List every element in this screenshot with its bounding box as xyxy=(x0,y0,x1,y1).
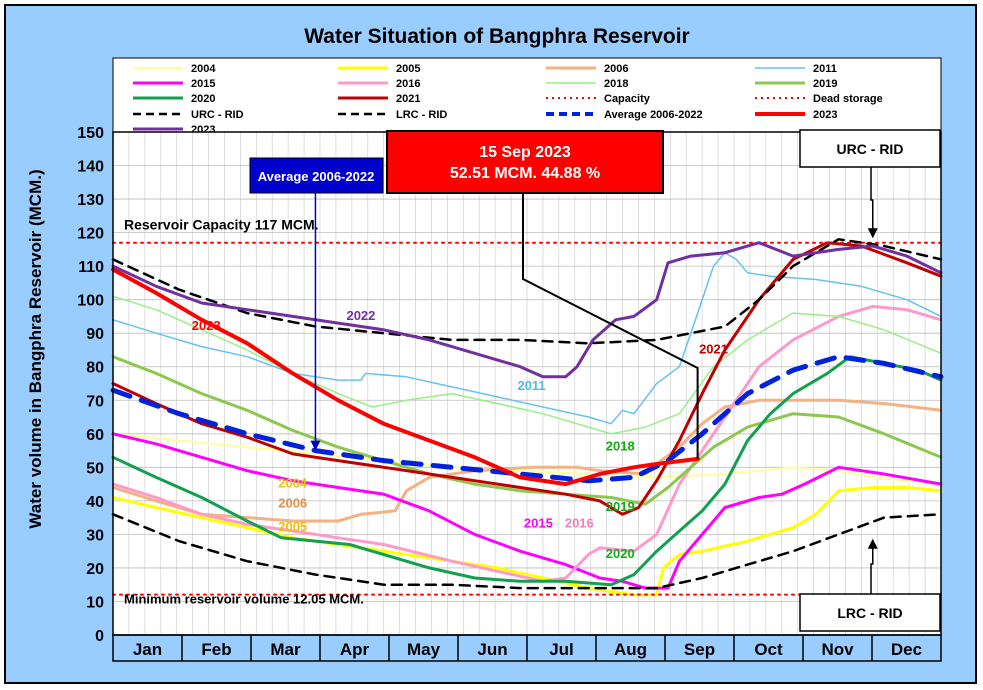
chart-title: Water Situation of Bangphra Reservoir xyxy=(304,25,689,48)
lrc-callout-text: LRC - RID xyxy=(837,605,902,621)
y-tick-label: 40 xyxy=(86,494,104,511)
y-tick-label: 90 xyxy=(86,326,104,343)
series-label-2022: 2022 xyxy=(346,308,375,323)
legend-label-dead-storage: Dead storage xyxy=(813,93,883,105)
y-tick-label: 0 xyxy=(95,628,104,645)
series-label-2019: 2019 xyxy=(606,499,635,514)
series-label-2016: 2016 xyxy=(565,516,594,531)
x-tick-label-aug: Aug xyxy=(614,640,647,659)
y-tick-label: 80 xyxy=(86,360,104,377)
legend: 2004 2005 2006 2011 2015 2016 2018 2019 2020 2021… xyxy=(112,57,942,136)
urc-callout-text: URC - RID xyxy=(837,141,904,157)
legend-label-lrc-rid: LRC - RID xyxy=(396,109,447,121)
average-callout-arrowhead xyxy=(310,440,321,451)
x-tick-label-feb: Feb xyxy=(201,640,231,659)
x-tick-label-jun: Jun xyxy=(477,640,507,659)
series-line-2022 xyxy=(111,241,943,379)
series-line-2015 xyxy=(111,432,943,590)
current-value-text: 52.51 MCM. 44.88 % xyxy=(450,165,600,182)
y-tick-label: 10 xyxy=(86,594,104,611)
series-label-2020: 2020 xyxy=(606,546,635,561)
series-line-2018 xyxy=(112,295,942,435)
x-tick-label-apr: Apr xyxy=(340,640,370,659)
average-callout-box xyxy=(249,157,384,194)
y-tick-label: 110 xyxy=(78,259,104,276)
y-tick-label: 20 xyxy=(86,561,104,578)
series-line-average-2006-2022 xyxy=(110,354,944,484)
capacity-annotation: Reservoir Capacity 117 MCM. xyxy=(124,217,319,233)
legend-label-2011: 2011 xyxy=(813,63,837,75)
series-label-2015: 2015 xyxy=(524,516,553,531)
x-tick-label-dec: Dec xyxy=(891,640,922,659)
y-tick-label: 70 xyxy=(86,393,104,410)
legend-label-2020: 2020 xyxy=(191,93,215,105)
x-tick-label-oct: Oct xyxy=(754,640,783,659)
x-tick-label-may: May xyxy=(407,640,441,659)
series-label-2021: 2021 xyxy=(699,341,728,356)
y-tick-label: 50 xyxy=(86,460,104,477)
x-tick-label-jan: Jan xyxy=(133,640,162,659)
lrc-callout-line xyxy=(870,546,874,594)
series-label-2006: 2006 xyxy=(278,496,307,511)
y-tick-label: 130 xyxy=(77,192,104,209)
legend-label-capacity: Capacity xyxy=(604,93,651,105)
y-tick-label: 140 xyxy=(77,159,104,176)
legend-label-2005: 2005 xyxy=(396,63,420,75)
legend-label-average-2006-2022: Average 2006-2022 xyxy=(604,109,703,121)
series-line-2023 xyxy=(111,267,700,487)
minimum-annotation: Minimum reservoir volume 12.05 MCM. xyxy=(124,592,364,607)
series-label-2004: 2004 xyxy=(278,475,308,490)
lrc-callout-box xyxy=(799,593,941,632)
x-tick-label-mar: Mar xyxy=(270,640,301,659)
legend-label-2021: 2021 xyxy=(396,93,420,105)
legend-label-2023: 2023 xyxy=(813,109,837,121)
x-tick-label-jul: Jul xyxy=(549,640,574,659)
y-tick-label: 100 xyxy=(77,293,104,310)
y-tick-label: 60 xyxy=(86,427,104,444)
legend-label-2016: 2016 xyxy=(396,78,420,90)
series-line-2020 xyxy=(111,355,943,587)
current-callout-box xyxy=(386,130,664,194)
urc-callout-box xyxy=(799,129,941,168)
x-tick-label-nov: Nov xyxy=(821,640,854,659)
urc-callout-arrowhead xyxy=(867,228,878,239)
legend-label-2019: 2019 xyxy=(813,78,837,90)
y-tick-label: 120 xyxy=(77,226,104,243)
series-line-lrc-rid xyxy=(111,513,943,590)
y-tick-label: 30 xyxy=(86,527,104,544)
legend-label-2006: 2006 xyxy=(604,63,628,75)
x-tick-label-sep: Sep xyxy=(684,640,715,659)
series-line-2011 xyxy=(112,251,942,425)
plot-area: 0 10 20 30 40 50 60 70 80 90 100 110 120 130 140 150 Jan… xyxy=(77,125,944,662)
current-callout-line xyxy=(522,192,699,459)
lrc-callout-arrowhead xyxy=(867,538,878,549)
series-label-2023: 2023 xyxy=(192,318,221,333)
legend-box xyxy=(112,57,942,133)
legend-label-2018: 2018 xyxy=(604,78,628,90)
series-label-2018: 2018 xyxy=(606,439,635,454)
series-label-2011: 2011 xyxy=(517,378,545,393)
legend-label-urc-rid: URC - RID xyxy=(191,109,244,121)
series-line-2016 xyxy=(111,304,943,583)
y-tick-label: 150 xyxy=(77,125,104,142)
series-line-urc-rid xyxy=(111,238,943,345)
series-label-2005: 2005 xyxy=(278,519,307,534)
current-date-text: 15 Sep 2023 xyxy=(479,144,571,161)
average-callout-text: Average 2006-2022 xyxy=(258,169,375,184)
y-axis-label: Water volume in Bangphra Reservoir (MCM.… xyxy=(26,169,45,528)
legend-label-2004: 2004 xyxy=(191,63,216,75)
legend-label-2015: 2015 xyxy=(191,78,215,90)
urc-callout-line xyxy=(870,167,874,231)
series-line-2006 xyxy=(111,398,943,523)
